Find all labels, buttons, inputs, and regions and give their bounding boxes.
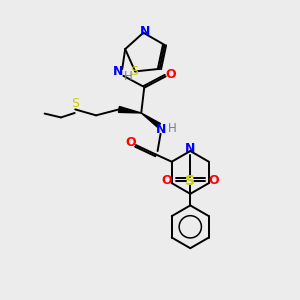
Text: S: S [71,97,79,110]
Text: H: H [167,122,176,135]
Text: S: S [185,174,195,188]
Text: N: N [156,123,166,136]
Text: N: N [185,142,196,155]
Text: O: O [208,174,219,187]
Text: N: N [113,65,124,79]
Polygon shape [141,113,160,127]
Text: O: O [125,136,136,149]
Polygon shape [118,106,141,113]
Text: O: O [162,174,172,187]
Text: N: N [140,25,150,38]
Text: O: O [166,68,176,81]
Text: S: S [130,65,138,78]
Text: H: H [124,70,133,83]
